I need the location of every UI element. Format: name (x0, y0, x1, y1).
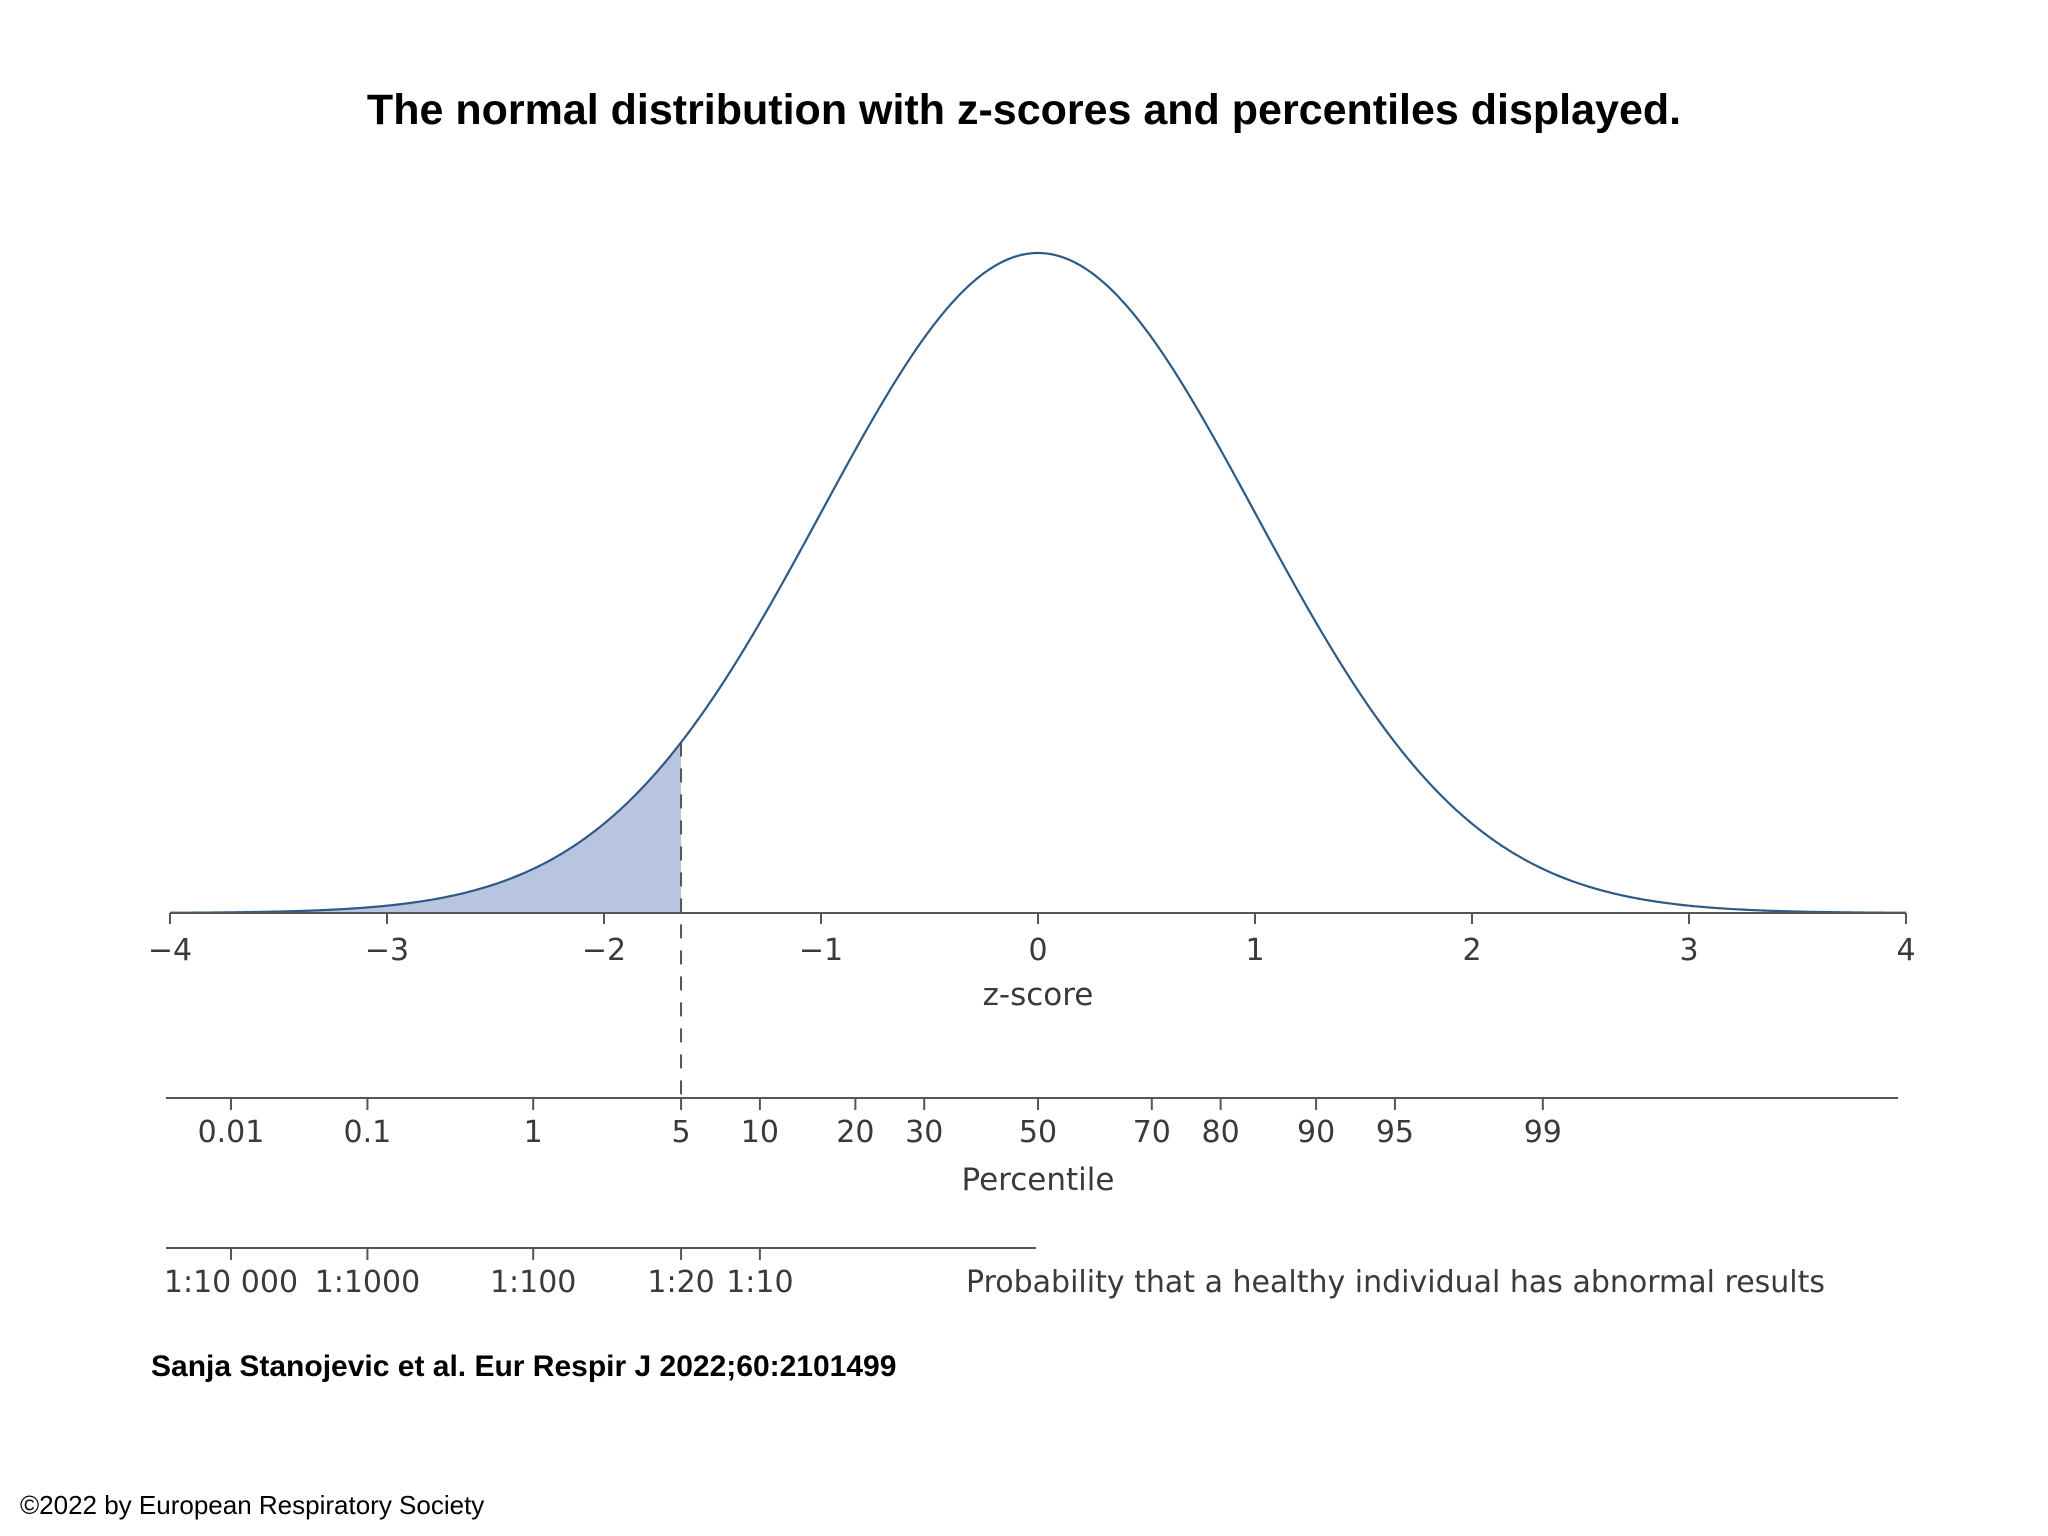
probability-tick-label: 1:20 (647, 1265, 714, 1300)
percentile-tick-label: 1 (524, 1115, 543, 1150)
percentile-tick-label: 90 (1297, 1115, 1335, 1150)
percentile-tick-label: 95 (1376, 1115, 1414, 1150)
percentile-tick-label: 99 (1524, 1115, 1562, 1150)
shaded-region (170, 742, 682, 913)
slide-title: The normal distribution with z-scores an… (366, 86, 1682, 134)
z-tick-label: −2 (582, 933, 626, 968)
shaded-area-layer (170, 742, 682, 913)
probability-tick-label: 1:10 (726, 1265, 793, 1300)
percentile-tick-label: 10 (741, 1115, 779, 1150)
density-curve (169, 251, 1907, 914)
percentile-tick-label: 5 (672, 1115, 691, 1150)
percentile-tick-label: 80 (1202, 1115, 1240, 1150)
z-tick-label: 3 (1679, 933, 1698, 968)
probability-axis-title: Probability that a healthy individual ha… (966, 1265, 1825, 1300)
percentile-tick-label: 20 (836, 1115, 874, 1150)
z-tick-label: −4 (148, 933, 192, 968)
z-tick-label: 0 (1028, 933, 1047, 968)
probability-tick-label: 1:1000 (315, 1265, 421, 1300)
z-tick-label: −1 (799, 933, 843, 968)
z-tick-label: 1 (1245, 933, 1264, 968)
percentile-tick-label: 0.1 (344, 1115, 392, 1150)
curve-layer (169, 251, 1907, 914)
percentile-tick-label: 50 (1019, 1115, 1057, 1150)
z-tick-label: 2 (1462, 933, 1481, 968)
percentile-tick-label: 70 (1133, 1115, 1171, 1150)
label-layer: −4 −3 −2 −1 0 1 2 3 4 z-score 0.01 0.1 1 5 10 20 30 50 70 8… (148, 933, 1916, 1300)
percentile-tick-label: 0.01 (198, 1115, 265, 1150)
axis-layer (166, 742, 1907, 1260)
citation: Sanja Stanojevic et al. Eur Respir J 202… (151, 1350, 897, 1383)
z-tick-label: −3 (365, 933, 409, 968)
percentile-axis-title: Percentile (962, 1162, 1115, 1198)
z-axis-title: z-score (983, 977, 1094, 1013)
z-tick-label: 4 (1896, 933, 1915, 968)
copyright: ©2022 by European Respiratory Society (20, 1490, 485, 1520)
probability-tick-label: 1:10 000 (164, 1265, 298, 1300)
percentile-tick-label: 30 (905, 1115, 943, 1150)
probability-tick-label: 1:100 (490, 1265, 576, 1300)
